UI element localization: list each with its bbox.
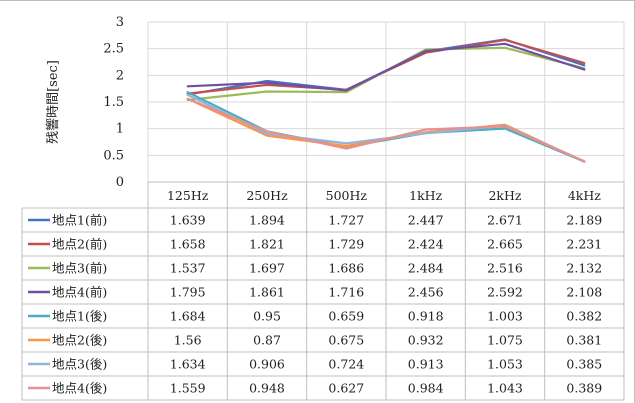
data-label: 2.592 bbox=[487, 285, 523, 300]
data-label: 0.724 bbox=[328, 357, 364, 372]
data-label: 1.684 bbox=[170, 309, 206, 324]
category-label: 250Hz bbox=[246, 188, 288, 203]
data-label: 2.132 bbox=[566, 261, 602, 276]
data-label: 1.727 bbox=[328, 213, 364, 228]
series-line-4 bbox=[186, 42, 586, 92]
data-label: 2.516 bbox=[487, 261, 523, 276]
data-label: 0.385 bbox=[566, 357, 602, 372]
legend-entry: 地点3(後) bbox=[52, 357, 107, 372]
data-label: 1.795 bbox=[170, 285, 206, 300]
y-tick-label: 0 bbox=[116, 175, 124, 190]
data-label: 1.716 bbox=[328, 285, 364, 300]
data-label: 2.484 bbox=[408, 261, 444, 276]
data-label: 1.894 bbox=[249, 213, 285, 228]
legend-entry: 地点4(後) bbox=[52, 381, 107, 396]
data-label: 0.906 bbox=[249, 357, 285, 372]
series-line-8 bbox=[186, 97, 586, 163]
y-axis-ticks: 0 0.5 1 1.5 2 2.5 3 bbox=[103, 15, 124, 190]
legend-entry: 地点4(前) bbox=[52, 285, 107, 300]
data-label: 1.658 bbox=[170, 237, 206, 252]
legend-entry: 地点2(前) bbox=[52, 237, 107, 252]
data-label: 1.686 bbox=[328, 261, 364, 276]
data-label: 2.456 bbox=[408, 285, 444, 300]
data-label: 0.984 bbox=[408, 381, 444, 396]
series-lines bbox=[186, 38, 586, 163]
data-label: 1.56 bbox=[174, 333, 202, 348]
y-tick-label: 2.5 bbox=[103, 42, 124, 57]
data-label: 2.665 bbox=[487, 237, 523, 252]
y-tick-label: 0.5 bbox=[103, 148, 124, 163]
data-label: 0.87 bbox=[253, 333, 281, 348]
data-label: 0.918 bbox=[408, 309, 444, 324]
y-axis-title: 残響時間[sec] bbox=[45, 60, 61, 144]
legend-entry: 地点3(前) bbox=[52, 261, 107, 276]
data-label: 2.231 bbox=[566, 237, 602, 252]
data-label: 1.697 bbox=[249, 261, 285, 276]
category-label: 1kHz bbox=[409, 188, 442, 203]
data-label: 0.382 bbox=[566, 309, 602, 324]
category-label: 2kHz bbox=[488, 188, 521, 203]
data-label: 0.627 bbox=[328, 381, 364, 396]
data-label: 2.447 bbox=[408, 213, 444, 228]
category-label: 125Hz bbox=[167, 188, 209, 203]
legend-entry: 地点2(後) bbox=[52, 333, 107, 348]
data-table: 125Hz 250Hz 500Hz 1kHz 2kHz 4kHz 地点1(前) 1.639 1.… bbox=[21, 181, 625, 401]
category-label: 500Hz bbox=[326, 188, 368, 203]
category-label: 4kHz bbox=[568, 188, 601, 203]
data-label: 1.639 bbox=[170, 213, 206, 228]
data-label: 0.381 bbox=[566, 333, 602, 348]
y-tick-label: 1.5 bbox=[103, 95, 124, 110]
data-label: 1.003 bbox=[487, 309, 523, 324]
data-label: 1.053 bbox=[487, 357, 523, 372]
data-label: 1.075 bbox=[487, 333, 523, 348]
data-label: 0.675 bbox=[328, 333, 364, 348]
data-label: 0.389 bbox=[566, 381, 602, 396]
data-label: 2.671 bbox=[487, 213, 523, 228]
data-label: 1.043 bbox=[487, 381, 523, 396]
data-label: 1.729 bbox=[328, 237, 364, 252]
data-label: 1.537 bbox=[170, 261, 206, 276]
data-label: 1.861 bbox=[249, 285, 285, 300]
legend-entry: 地点1(前) bbox=[52, 213, 107, 228]
legend-entry: 地点1(後) bbox=[52, 309, 107, 324]
data-label: 0.913 bbox=[408, 357, 444, 372]
data-label: 2.424 bbox=[408, 237, 444, 252]
y-tick-label: 3 bbox=[116, 15, 124, 30]
data-label: 1.634 bbox=[170, 357, 206, 372]
data-label: 2.189 bbox=[566, 213, 602, 228]
y-tick-label: 2 bbox=[116, 68, 124, 83]
data-label: 0.95 bbox=[253, 309, 281, 324]
data-label: 0.948 bbox=[249, 381, 285, 396]
y-axis-label: 残響時間[sec] bbox=[45, 60, 61, 144]
data-label: 1.559 bbox=[170, 381, 206, 396]
data-label: 0.659 bbox=[328, 309, 364, 324]
y-tick-label: 1 bbox=[116, 122, 124, 137]
data-label: 1.821 bbox=[249, 237, 285, 252]
data-label: 0.932 bbox=[408, 333, 444, 348]
data-label: 2.108 bbox=[566, 285, 602, 300]
